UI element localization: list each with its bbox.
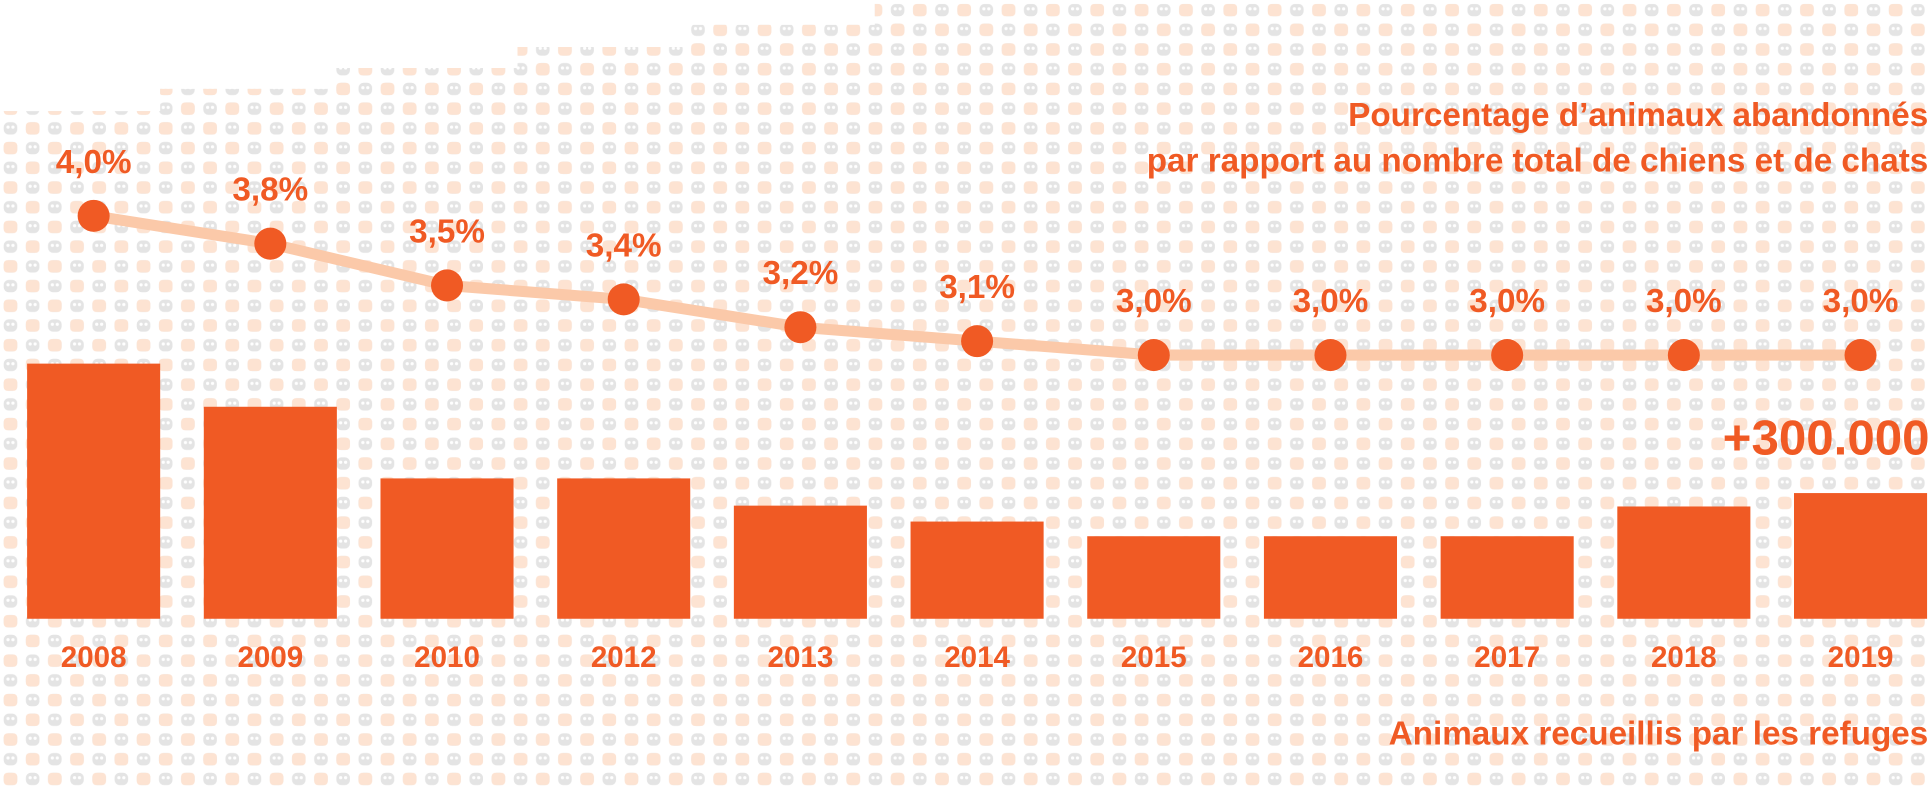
bar [910,521,1044,619]
point-value-label: 3,1% [939,269,1015,306]
line-point [1314,339,1347,372]
point-value-label: 3,0% [1646,283,1722,320]
bar [1617,506,1751,619]
x-tick-label: 2015 [1121,641,1187,674]
point-value-label: 3,8% [232,172,308,209]
line-point [254,227,287,260]
bar [1087,536,1221,619]
bar [203,406,337,619]
line-point [784,311,817,344]
point-value-label: 3,0% [1823,283,1899,320]
x-tick-label: 2014 [944,641,1010,674]
point-value-label: 3,0% [1293,283,1369,320]
point-value-label: 4,0% [56,144,132,181]
x-tick-label: 2009 [237,641,303,674]
line-point [431,269,464,302]
x-tick-label: 2008 [61,641,127,674]
x-tick-label: 2012 [591,641,657,674]
bar [1440,536,1574,619]
x-tick-label: 2016 [1298,641,1364,674]
axis-title: Animaux recueillis par les refuges [1389,716,1929,753]
x-tick-label: 2013 [768,641,834,674]
point-value-label: 3,5% [409,213,485,250]
x-tick-label: 2018 [1651,641,1717,674]
bar [380,478,514,619]
line-point [1667,339,1700,372]
point-value-label: 3,0% [1469,283,1545,320]
line-point [1491,339,1524,372]
line-point [1844,339,1877,372]
point-value-label: 3,4% [586,227,662,264]
bar [1263,536,1398,619]
line-point [607,283,640,316]
x-tick-label: 2019 [1828,641,1894,674]
x-tick-label: 2017 [1474,641,1540,674]
chart-title: Pourcentage d’animaux abandonnés [1348,97,1928,134]
bar [557,478,691,619]
bar [733,505,867,619]
line-point [1137,339,1170,372]
line-point [961,325,994,358]
point-value-label: 3,0% [1116,283,1192,320]
bar [27,363,161,619]
bar-value-label: +300.000 [1723,410,1930,465]
line-point [77,199,110,232]
chart-title: par rapport au nombre total de chiens et… [1147,143,1929,180]
x-tick-label: 2010 [414,641,480,674]
point-value-label: 3,2% [763,255,839,292]
bar [1794,493,1928,619]
